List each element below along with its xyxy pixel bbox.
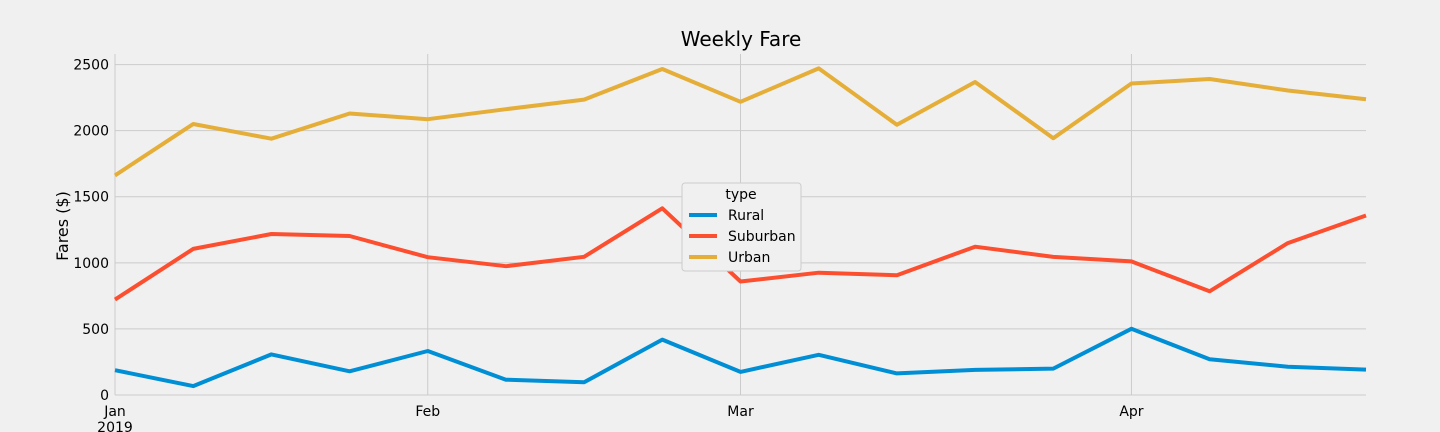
y-tick-label: 2500 <box>73 58 109 74</box>
y-tick-label: 0 <box>100 388 109 404</box>
legend-label-urban: Urban <box>728 250 770 266</box>
series-line-rural <box>114 326 1367 389</box>
y-axis-label: Fares ($) <box>53 191 72 261</box>
series-line-suburban <box>113 206 1367 302</box>
x-tick-label: Jan <box>103 404 126 420</box>
legend-title: type <box>725 187 756 203</box>
legend-box <box>681 182 802 272</box>
x-tick-label: Apr <box>1119 404 1143 420</box>
y-tick-label: 2000 <box>73 124 109 140</box>
legend: type Rural Suburban Urban <box>681 182 802 272</box>
legend-label-suburban: Suburban <box>728 229 796 245</box>
x-tick-label: Mar <box>727 404 754 420</box>
y-tick-label: 1000 <box>73 256 109 272</box>
y-tick-label: 500 <box>82 322 109 338</box>
series-line-urban <box>113 66 1367 178</box>
legend-label-rural: Rural <box>728 208 764 224</box>
x-tick-label: Feb <box>415 404 440 420</box>
series-lines <box>113 66 1367 389</box>
y-tick-labels: 0 500 1000 1500 2000 2500 <box>73 58 109 404</box>
x-tick-sublabel: 2019 <box>97 420 133 432</box>
y-tick-label: 1500 <box>73 190 109 206</box>
chart-title: Weekly Fare <box>681 27 802 51</box>
legend-items: Rural Suburban Urban <box>689 208 796 266</box>
